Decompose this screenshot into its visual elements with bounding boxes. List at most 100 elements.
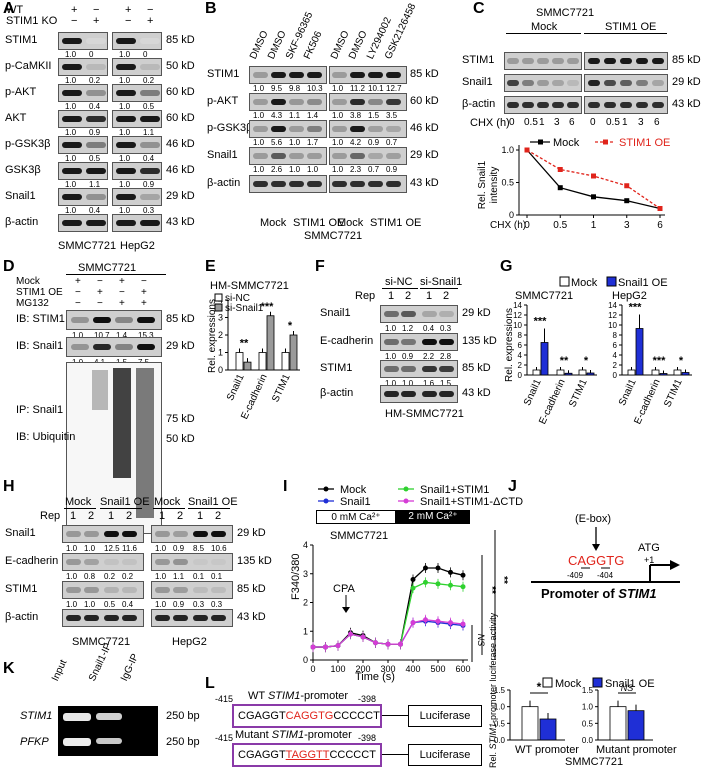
protein-band: [62, 194, 82, 200]
blot-strip: [58, 136, 108, 154]
mut-title: Mutant STIM1-promoter: [235, 729, 352, 741]
chx-value: 6: [569, 117, 575, 128]
kd-label: 46 kD: [166, 138, 195, 150]
quant-value: 1.0: [66, 572, 78, 581]
data-point: [624, 183, 630, 189]
quant-value: 1.7: [307, 138, 319, 147]
quant-value: 1.0: [84, 600, 96, 609]
group-label: Snail1 OE: [188, 496, 238, 508]
quant-value: 1.0: [65, 50, 77, 59]
rep-label: Rep: [40, 510, 61, 522]
sign: +: [71, 4, 78, 16]
quant-value: 0.4: [122, 600, 134, 609]
y-tick-label: 1.0: [501, 145, 514, 155]
protein-band: [271, 72, 286, 78]
quant-value: 0: [143, 50, 148, 59]
y-tick-label: 0.0: [582, 736, 594, 745]
quant-value: 1.0: [155, 544, 167, 553]
quant-value: 0.4: [423, 324, 435, 333]
y-tick-label: 2: [303, 598, 308, 608]
quant-value: 9.5: [271, 84, 283, 93]
chx-value: 0: [590, 117, 596, 128]
quant-value: 1.1: [173, 572, 185, 581]
quant-value: 2.8: [440, 352, 452, 361]
protein-band: [253, 99, 268, 105]
chx-value: 3: [638, 117, 644, 128]
x-label: Mutant promoter: [596, 744, 677, 756]
legend-marker: [403, 486, 409, 492]
protein-band: [350, 153, 365, 159]
protein-band: [104, 587, 119, 593]
protein-band: [62, 220, 82, 226]
protein-band: [552, 102, 564, 108]
legend-label: Mock: [555, 678, 582, 690]
end-pos: -398: [358, 733, 377, 743]
sign: +: [141, 287, 147, 298]
quant-value: 0.9: [368, 138, 380, 147]
quant-value: 0.4: [89, 102, 101, 111]
quant-value: 1.0: [65, 206, 77, 215]
significance: *: [288, 320, 293, 332]
data-point: [557, 185, 563, 191]
protein-band: [116, 220, 136, 226]
protein-band: [62, 90, 82, 96]
y-tick-label: 0: [303, 655, 308, 665]
cond-ko-label: STIM1 KO: [6, 15, 58, 27]
quant-value: 1.6: [423, 379, 435, 388]
quant-value: 1.0: [65, 76, 77, 85]
group-label: Snail1 OE: [100, 496, 150, 508]
data-point: [435, 618, 441, 624]
protein-band: [620, 102, 632, 108]
row-label: AKT: [5, 112, 27, 124]
quant-value: 1.0: [66, 544, 78, 553]
row-label: STIM1: [320, 362, 353, 374]
x-tick-label: 3: [624, 220, 630, 231]
protein-band: [552, 80, 564, 86]
x-tick-label: 0.5: [553, 220, 567, 231]
kd-label: 60 kD: [410, 95, 439, 107]
blot-strip: [380, 333, 458, 351]
cpa-arrowhead: [342, 607, 350, 613]
row-label: β-actin: [5, 611, 39, 623]
protein-band: [567, 80, 579, 86]
protein-band: [307, 153, 322, 159]
cell-label: HepG2: [120, 240, 155, 252]
blot-strip: [380, 305, 458, 323]
quant-value: 1.0: [65, 154, 77, 163]
blot-strip: [151, 525, 233, 543]
kd-label: 85 kD: [462, 362, 491, 374]
x-tick-label: 400: [405, 664, 420, 674]
protein-band: [422, 391, 437, 397]
quant-value: 1.0: [385, 324, 397, 333]
gel-band: [63, 738, 91, 746]
protein-band: [122, 615, 137, 621]
kd-label: 50 kD: [166, 433, 195, 445]
group-label: STIM1 OE: [605, 21, 657, 33]
data-point: [385, 641, 391, 647]
protein-band: [401, 339, 416, 345]
quant-value: 0.8: [84, 572, 96, 581]
protein-band: [66, 531, 81, 537]
protein-band: [86, 116, 106, 122]
data-point: [323, 644, 328, 650]
y-tick-label: 2: [518, 361, 523, 370]
x-tick-label: 300: [380, 664, 395, 674]
chx-value: 1: [539, 117, 545, 128]
protein-band: [368, 181, 383, 187]
connector: [382, 754, 408, 755]
y-tick-label: 4: [613, 351, 618, 360]
quant-value: 5.6: [271, 138, 283, 147]
panel-a-label: A: [3, 0, 15, 17]
significance: *: [584, 355, 589, 367]
protein-band: [368, 153, 383, 159]
protein-band: [86, 194, 106, 200]
x-tick-label: 100: [330, 664, 345, 674]
legend-swatch: [606, 276, 617, 287]
data-point: [410, 577, 416, 582]
quant-value: 0.2: [104, 572, 116, 581]
data-point: [448, 582, 453, 588]
quant-value: 1.0: [253, 84, 265, 93]
protein-band: [86, 90, 106, 96]
